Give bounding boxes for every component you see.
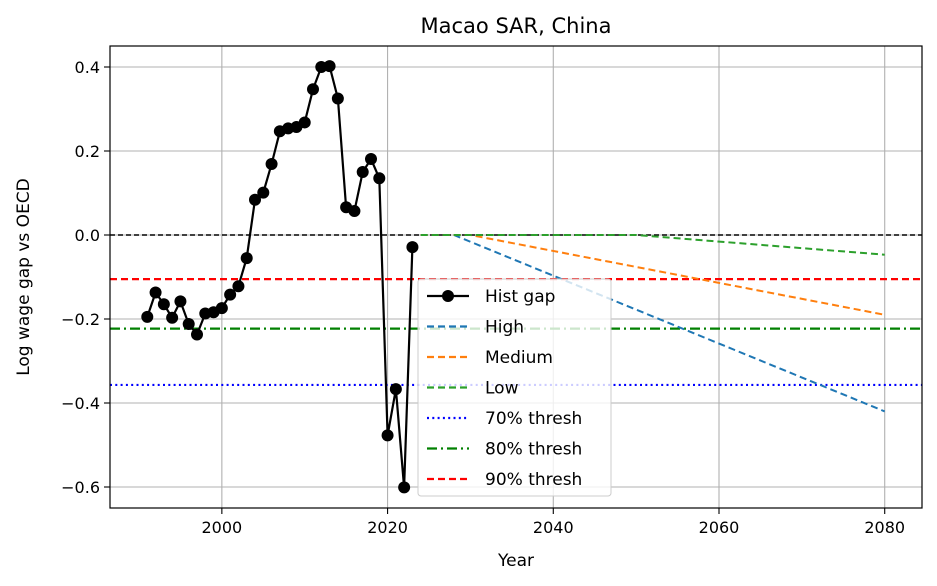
y-tick-label: 0.0 xyxy=(75,226,100,245)
y-tick-label: 0.4 xyxy=(75,58,100,77)
data-point-hist-gap xyxy=(182,318,195,331)
data-point-hist-gap xyxy=(157,298,170,311)
series-line-low xyxy=(420,234,885,256)
ticks: 2000 2020 2040 2060 2080 0.4 0.2 0.0 −0.2 −0.4 −0.… xyxy=(61,58,905,537)
y-axis-label: Log wage gap vs OECD xyxy=(14,178,34,376)
legend-marker-hist-gap xyxy=(442,290,454,302)
y-tick-label: −0.2 xyxy=(61,310,100,329)
legend-label-low: Low xyxy=(485,379,519,399)
legend-label-80-thresh: 80% thresh xyxy=(485,440,582,460)
data-point-hist-gap xyxy=(166,311,179,324)
y-tick-label: −0.6 xyxy=(61,478,100,497)
legend-label-high: High xyxy=(485,318,524,338)
data-point-hist-gap xyxy=(232,280,245,293)
plot-frame xyxy=(109,45,923,509)
data-point-hist-gap xyxy=(398,481,411,494)
x-tick-label: 2060 xyxy=(699,518,740,537)
data-point-hist-gap xyxy=(240,252,253,265)
y-tick-label: 0.2 xyxy=(75,142,100,161)
x-tick-label: 2040 xyxy=(533,518,574,537)
data-point-hist-gap xyxy=(174,295,187,308)
data-point-hist-gap xyxy=(191,328,203,341)
x-tick-label: 2080 xyxy=(864,518,905,537)
data-point-hist-gap xyxy=(406,241,419,254)
legend-box xyxy=(417,278,612,497)
data-point-hist-gap xyxy=(307,83,319,96)
data-point-hist-gap xyxy=(224,288,237,301)
data-point-hist-gap xyxy=(323,60,336,73)
data-point-hist-gap xyxy=(331,92,344,105)
data-point-hist-gap xyxy=(373,172,386,185)
x-axis-label: Year xyxy=(497,551,534,571)
data-point-hist-gap xyxy=(348,205,361,218)
x-tick-label: 2000 xyxy=(201,518,242,537)
data-point-hist-gap xyxy=(257,186,270,199)
data-point-hist-gap xyxy=(265,158,278,171)
data-point-hist-gap xyxy=(365,152,377,165)
legend: Hist gap High Medium Low 70% thresh 80% thres… xyxy=(417,278,612,497)
data-point-hist-gap xyxy=(149,286,162,299)
data-point-hist-gap xyxy=(141,310,154,323)
data-point-hist-gap xyxy=(389,383,402,396)
legend-label-medium: Medium xyxy=(485,348,553,368)
chart-title: Macao SAR, China xyxy=(421,14,612,38)
data-point-hist-gap xyxy=(215,302,228,315)
data-point-hist-gap xyxy=(381,429,394,442)
x-tick-label: 2020 xyxy=(367,518,408,537)
data-point-hist-gap xyxy=(249,193,261,206)
data-point-hist-gap xyxy=(356,166,369,178)
legend-label-70-thresh: 70% thresh xyxy=(485,409,582,429)
y-tick-label: −0.4 xyxy=(61,394,100,413)
data-point-hist-gap xyxy=(298,116,311,129)
legend-label-90-thresh: 90% thresh xyxy=(485,470,582,490)
legend-label-hist-gap: Hist gap xyxy=(485,287,555,307)
